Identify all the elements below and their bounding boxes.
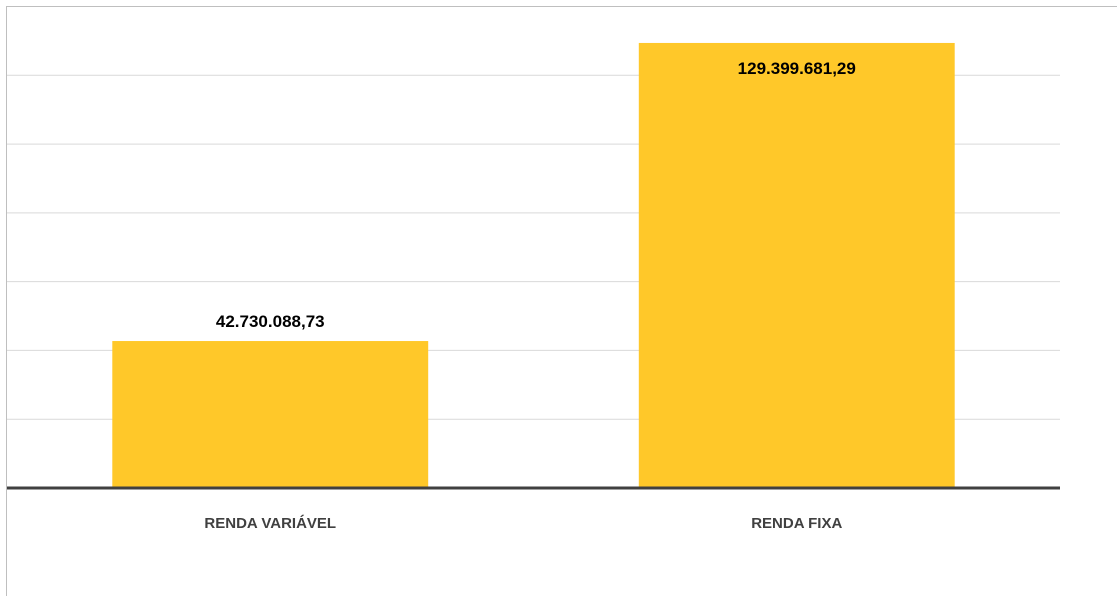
category-labels: RENDA VARIÁVEL RENDA FIXA [204, 515, 842, 532]
category-label: RENDA FIXA [751, 515, 842, 532]
bars [112, 42, 955, 489]
bar-value-label: 42.730.088,73 [216, 312, 325, 331]
chart-frame [6, 6, 1117, 596]
bar-labels: 42.730.088,73 129.399.681,29 [216, 59, 856, 331]
bar-1 [112, 341, 429, 488]
category-label: RENDA VARIÁVEL [204, 515, 336, 532]
bar-value-label: 129.399.681,29 [738, 59, 856, 78]
bar-2 [638, 42, 955, 489]
